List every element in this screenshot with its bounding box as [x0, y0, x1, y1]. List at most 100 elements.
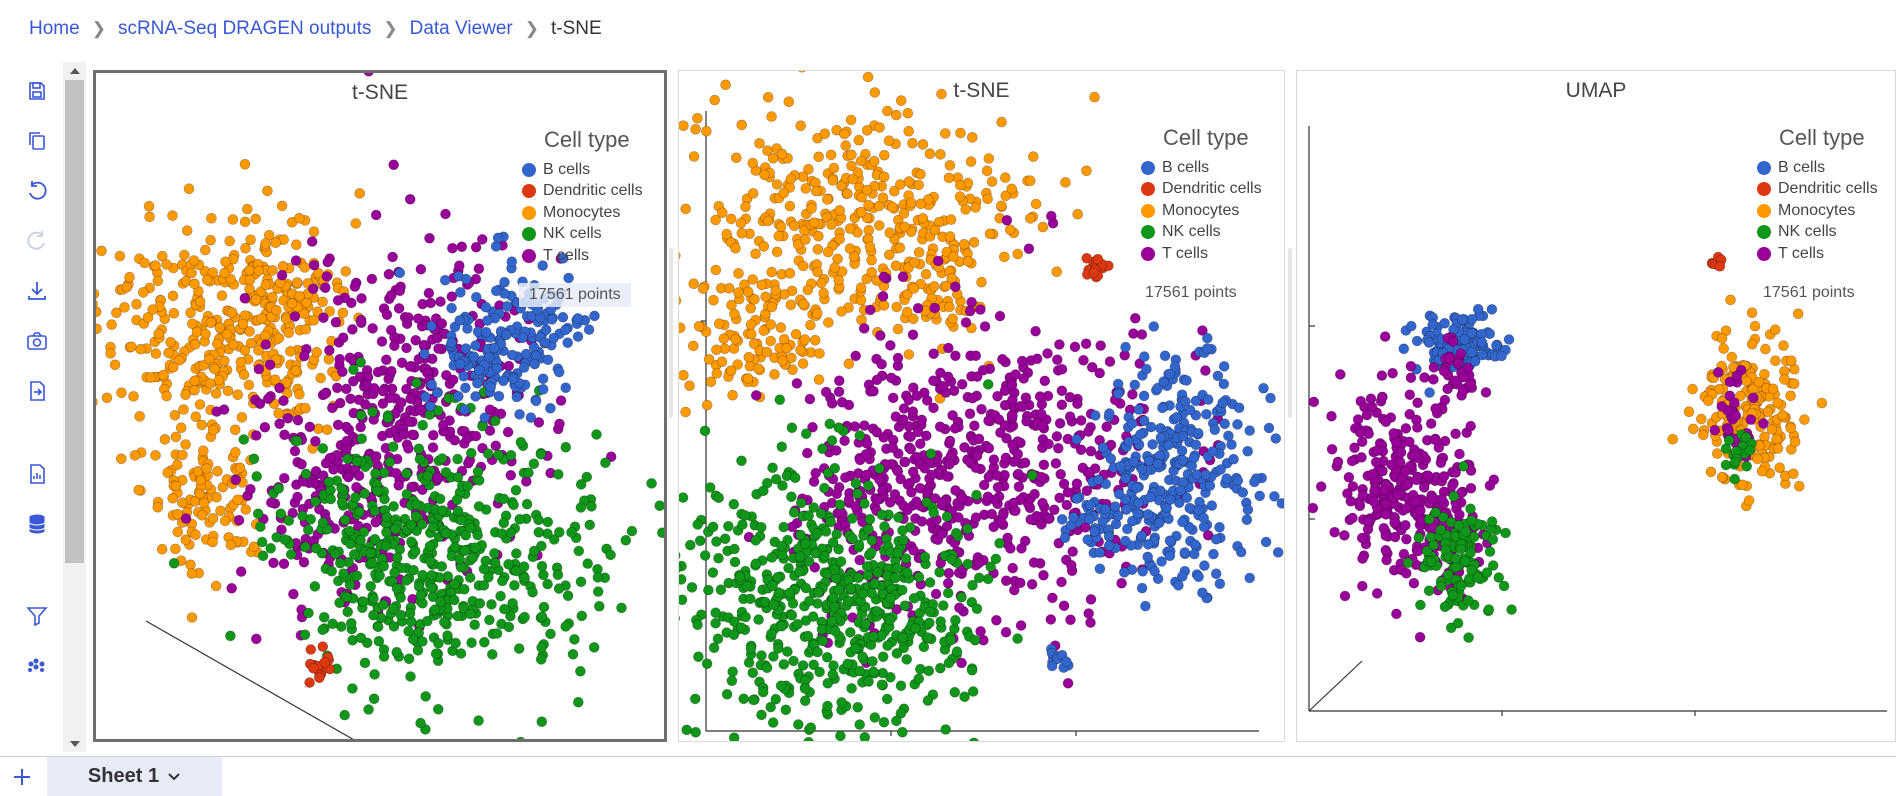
- breadcrumb: Home ❯ scRNA-Seq DRAGEN outputs ❯ Data V…: [29, 14, 602, 44]
- legend-item[interactable]: NK cells: [1757, 222, 1896, 244]
- legend-swatch: [522, 184, 536, 198]
- legend-item[interactable]: Monocytes: [1141, 200, 1291, 222]
- legend-item[interactable]: Dendritic cells: [522, 181, 672, 203]
- sheet-tab-label: Sheet 1: [88, 765, 159, 788]
- legend-label: Dendritic cells: [1162, 180, 1262, 198]
- points-count: 17561 points: [1763, 284, 1855, 302]
- undo-button[interactable]: [22, 176, 52, 206]
- legend-swatch: [1141, 161, 1155, 175]
- legend-item[interactable]: T cells: [1757, 243, 1896, 265]
- copy-button[interactable]: [22, 126, 52, 156]
- copy-icon: [25, 129, 49, 153]
- legend-swatch: [522, 249, 536, 263]
- screenshot-button[interactable]: [22, 326, 52, 356]
- undo-icon: [25, 179, 49, 203]
- points-count: 17561 points: [1145, 284, 1237, 302]
- camera-icon: [25, 329, 49, 353]
- legend: Cell type B cells Dendritic cells Monocyte…: [1141, 125, 1291, 265]
- cluster-button[interactable]: [22, 651, 52, 681]
- chevron-right-icon: ❯: [383, 19, 397, 39]
- z-axis-line: [1309, 661, 1362, 711]
- breadcrumb-data-viewer-link[interactable]: Data Viewer: [410, 18, 513, 40]
- breadcrumb-home-link[interactable]: Home: [29, 18, 80, 40]
- legend-title: Cell type: [1163, 125, 1291, 151]
- legend-item[interactable]: NK cells: [1141, 222, 1291, 244]
- legend-item[interactable]: B cells: [1757, 157, 1896, 179]
- legend-title: Cell type: [1779, 125, 1896, 151]
- scrollbar-thumb[interactable]: [65, 80, 84, 563]
- legend-label: Monocytes: [1162, 202, 1239, 220]
- scroll-up-arrow[interactable]: [63, 62, 86, 78]
- legend-swatch: [522, 206, 536, 220]
- legend-label: NK cells: [1162, 223, 1221, 241]
- scatter-cluster: [1707, 252, 1726, 271]
- legend-item[interactable]: T cells: [1141, 243, 1291, 265]
- legend-list: B cells Dendritic cells Monocytes NK cells T…: [1757, 157, 1896, 265]
- sheet-bar: Sheet 1: [0, 756, 1896, 795]
- legend-item[interactable]: T cells: [522, 245, 672, 267]
- plot-panel-umap[interactable]: UMAP Cell type B cells Dendritic cells Mon…: [1296, 70, 1896, 742]
- legend-label: Monocytes: [1778, 202, 1855, 220]
- plot-title: UMAP: [1297, 79, 1895, 103]
- legend-item[interactable]: B cells: [1141, 157, 1291, 179]
- legend-label: T cells: [1162, 245, 1208, 263]
- legend-label: T cells: [543, 247, 589, 265]
- plot-title: t-SNE: [96, 81, 664, 105]
- legend-label: T cells: [1778, 245, 1824, 263]
- points-count: 17561 points: [519, 283, 631, 307]
- filter-button[interactable]: [22, 601, 52, 631]
- legend-swatch: [1141, 247, 1155, 261]
- scatter-cluster: [679, 379, 1114, 741]
- save-button[interactable]: [22, 76, 52, 106]
- filter-icon: [25, 604, 49, 628]
- redo-icon: [25, 229, 49, 253]
- chevron-down-icon: [167, 772, 181, 782]
- legend-swatch: [1757, 247, 1771, 261]
- scatter-cluster: [305, 642, 335, 688]
- redo-button[interactable]: [22, 226, 52, 256]
- legend-label: Dendritic cells: [1778, 180, 1878, 198]
- add-sheet-button[interactable]: [8, 763, 36, 791]
- data-sources-button[interactable]: [22, 509, 52, 539]
- legend-item[interactable]: NK cells: [522, 224, 672, 246]
- scatter-cluster: [1046, 644, 1073, 673]
- breadcrumb-project-link[interactable]: scRNA-Seq DRAGEN outputs: [118, 18, 371, 40]
- legend-label: B cells: [1162, 159, 1209, 177]
- legend-label: B cells: [543, 161, 590, 179]
- legend: Cell type B cells Dendritic cells Monocyte…: [1757, 125, 1896, 265]
- plot-title: t-SNE: [679, 79, 1284, 103]
- chevron-right-icon: ❯: [92, 19, 106, 39]
- legend-swatch: [1141, 225, 1155, 239]
- legend-item[interactable]: B cells: [522, 159, 672, 181]
- save-icon: [25, 79, 49, 103]
- sheet-tab[interactable]: Sheet 1: [47, 757, 222, 796]
- legend-swatch: [1757, 204, 1771, 218]
- download-icon: [25, 279, 49, 303]
- left-toolbar: [18, 68, 68, 748]
- vertical-scrollbar[interactable]: [63, 62, 86, 752]
- legend-item[interactable]: Monocytes: [522, 202, 672, 224]
- axis-line: [146, 621, 356, 739]
- scroll-down-arrow[interactable]: [63, 736, 86, 752]
- report-button[interactable]: [22, 459, 52, 489]
- legend-swatch: [1757, 182, 1771, 196]
- export-icon: [25, 379, 49, 403]
- legend-item[interactable]: Dendritic cells: [1757, 179, 1896, 201]
- legend-item[interactable]: Monocytes: [1757, 200, 1896, 222]
- panel-resize-handle[interactable]: [1288, 248, 1292, 418]
- legend-label: B cells: [1778, 159, 1825, 177]
- panel-resize-handle[interactable]: [669, 248, 673, 418]
- download-button[interactable]: [22, 276, 52, 306]
- export-button[interactable]: [22, 376, 52, 406]
- report-icon: [25, 462, 49, 486]
- scatter-cluster: [1082, 253, 1114, 282]
- legend-item[interactable]: Dendritic cells: [1141, 179, 1291, 201]
- legend-label: Monocytes: [543, 204, 620, 222]
- legend-label: NK cells: [1778, 223, 1837, 241]
- legend-label: NK cells: [543, 225, 602, 243]
- chevron-right-icon: ❯: [525, 19, 539, 39]
- legend-swatch: [522, 163, 536, 177]
